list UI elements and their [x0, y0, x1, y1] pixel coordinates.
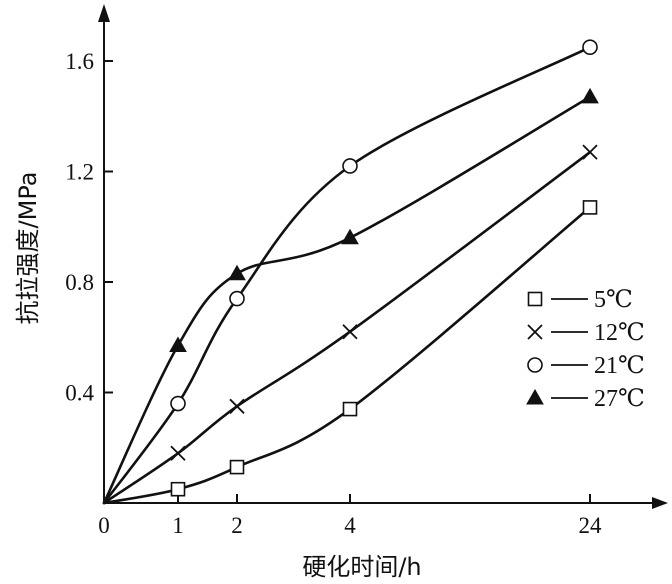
data-point [342, 158, 358, 174]
y-axis-title: 抗拉强度/MPa [14, 172, 42, 325]
data-point [169, 336, 187, 353]
data-point [582, 39, 598, 55]
x-tick-label: 2 [231, 513, 243, 538]
legend-label: 27℃ [594, 386, 645, 412]
legend-label: 5℃ [594, 287, 633, 313]
data-point [170, 445, 186, 461]
data-point [228, 264, 246, 281]
data-point [581, 87, 599, 104]
y-tick-label: 1.6 [65, 49, 94, 74]
data-point [342, 324, 358, 340]
x-axis-arrow [652, 497, 668, 509]
legend-marker [527, 357, 543, 373]
series-line [102, 150, 592, 505]
y-tick-label: 0.4 [65, 381, 94, 406]
curves [102, 45, 592, 505]
legend-label: 21℃ [594, 353, 645, 379]
legend-marker [527, 324, 543, 340]
data-point [229, 459, 245, 475]
y-axis-arrow [98, 4, 110, 22]
series-line [102, 206, 592, 505]
data-point [582, 144, 598, 160]
data-point [342, 401, 358, 417]
data-point [341, 228, 359, 245]
legend-label: 12℃ [594, 320, 645, 346]
y-tick-label: 1.2 [65, 160, 94, 185]
x-tick-label: 4 [344, 513, 356, 538]
x-tick-label: 1 [172, 513, 184, 538]
y-tick-label: 0.8 [65, 270, 94, 295]
x-axis-title: 硬化时间/h [302, 553, 421, 581]
data-point [170, 395, 186, 412]
markers [169, 39, 599, 497]
origin-label: 0 [98, 513, 110, 538]
series-line [102, 95, 592, 505]
data-point [229, 398, 245, 414]
data-point [582, 200, 598, 215]
x-tick-label: 24 [579, 513, 603, 538]
legend: 5℃ 12℃ 21℃ 27℃ [526, 287, 645, 412]
series-line [102, 45, 592, 505]
data-point [170, 481, 186, 497]
legend-marker [526, 388, 544, 405]
data-point [229, 290, 245, 307]
legend-marker [527, 291, 543, 307]
